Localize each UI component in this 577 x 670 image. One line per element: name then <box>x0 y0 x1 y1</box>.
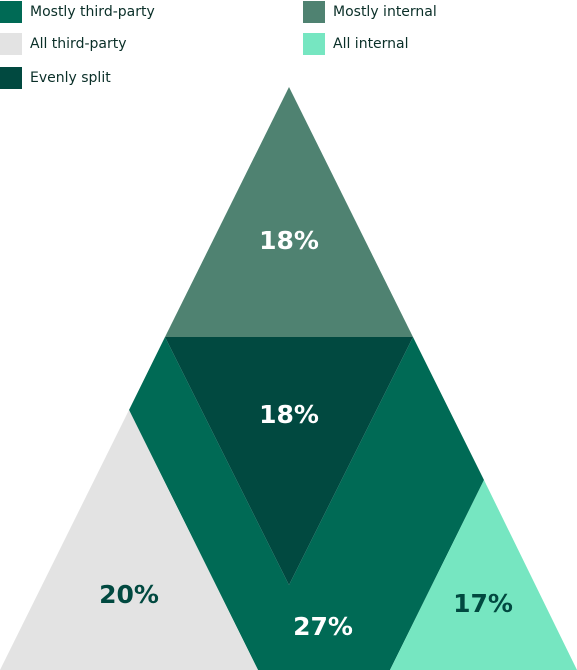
legend-swatch <box>0 1 22 23</box>
value-label: 18% <box>259 400 319 429</box>
legend-swatch <box>0 67 22 89</box>
legend-label: All third-party <box>30 36 127 52</box>
legend-label: Mostly internal <box>333 4 437 20</box>
legend-swatch <box>303 33 325 55</box>
legend-swatch <box>0 33 22 55</box>
legend-swatch <box>303 1 325 23</box>
region <box>0 410 258 670</box>
region <box>390 480 577 670</box>
value-label: 17% <box>453 589 513 618</box>
value-label: 18% <box>259 226 319 255</box>
legend-label: Evenly split <box>30 70 111 86</box>
legend-label: Mostly third-party <box>30 4 155 20</box>
legend-label: All internal <box>333 36 409 52</box>
region <box>165 87 413 337</box>
region <box>165 337 413 585</box>
region <box>129 337 484 670</box>
value-label: 27% <box>293 612 353 641</box>
value-label: 20% <box>99 580 159 609</box>
